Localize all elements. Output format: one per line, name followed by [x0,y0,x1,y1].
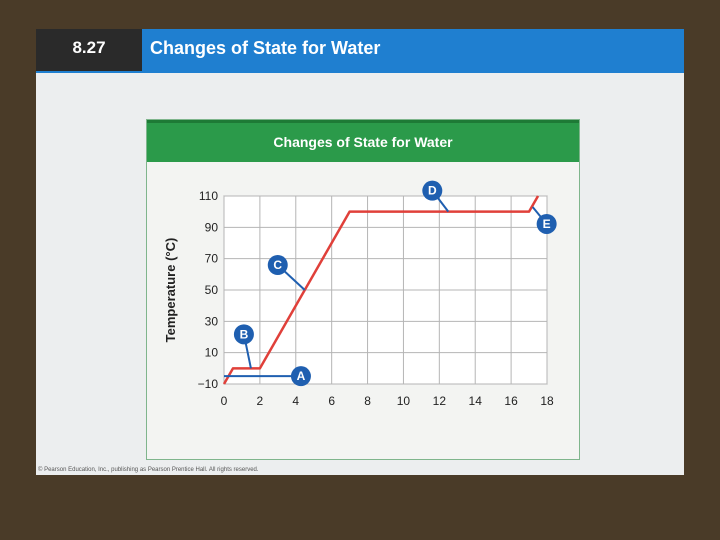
slide-title: Changes of State for Water [142,29,684,71]
x-tick-label: 18 [540,394,554,408]
header-divider [36,71,684,73]
x-tick-label: 4 [292,394,299,408]
marker-c: C [267,255,306,291]
x-tick-label: 0 [221,394,228,408]
chart-panel: Changes of State for Water [146,119,580,460]
marker-d: D [422,180,450,213]
marker-label: A [297,369,306,383]
y-tick-label: 50 [205,283,219,297]
y-tick-label: 10 [205,346,219,360]
marker-label: B [240,327,249,341]
marker-circle [422,180,443,201]
marker-label: C [273,258,282,272]
x-tick-label: 16 [504,394,518,408]
y-tick-label: −10 [198,377,219,391]
x-tick-label: 12 [433,394,447,408]
x-tick-label: 2 [257,394,264,408]
marker-label: D [428,184,437,198]
marker-label: E [543,217,551,231]
figure-number: 8.27 [36,29,142,71]
slide-header: 8.27 Changes of State for Water [36,29,684,71]
marker-circle [267,255,288,275]
marker-circle [290,366,311,387]
marker-e: E [531,206,557,234]
y-tick-label: 90 [205,220,219,234]
chart-panel-header: Changes of State for Water [147,120,579,162]
slide: 8.27 Changes of State for Water Changes … [36,29,684,475]
marker-b: B [233,324,254,369]
y-axis-title: Temperature (°C) [163,238,178,343]
x-tick-label: 6 [328,394,335,408]
y-tick-label: 30 [205,314,219,328]
x-tick-label: 14 [469,394,483,408]
marker-a: A [224,366,311,387]
marker-circle [233,324,254,345]
x-tick-label: 10 [397,394,411,408]
y-tick-label: 70 [205,252,219,266]
marker-circle [536,213,557,234]
y-tick-label: 110 [199,189,218,203]
x-tick-label: 8 [364,394,371,408]
copyright-footer: © Pearson Education, Inc., publishing as… [38,467,259,473]
chart-title: Changes of State for Water [273,134,453,150]
